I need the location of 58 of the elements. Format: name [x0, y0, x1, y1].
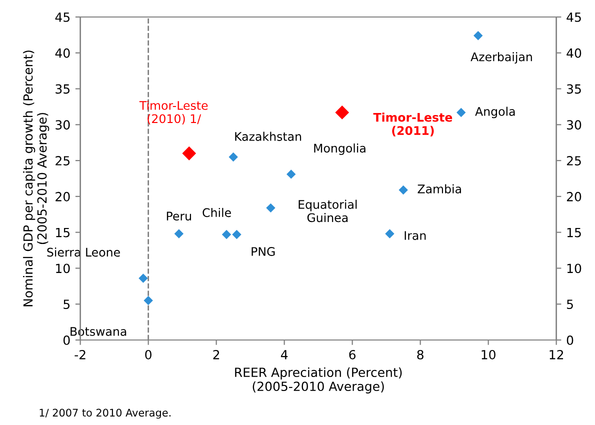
y-tick-label: 25: [56, 156, 70, 166]
annotation: Angola: [475, 106, 515, 118]
point: [144, 296, 153, 306]
y2-tick-label: 35: [567, 84, 581, 94]
annotation: Equatorial Guinea: [298, 200, 357, 222]
y2-tick-label: 25: [566, 156, 581, 166]
point: [228, 152, 238, 162]
x-tick-label: 8: [417, 350, 424, 360]
y2-tick-label: 20: [566, 192, 582, 202]
x-tick-label: 4: [280, 350, 288, 360]
y2-tick-label: 45: [566, 12, 581, 22]
annotation: Timor-Leste (2011): [373, 112, 452, 136]
annotation: Mongolia: [314, 143, 366, 155]
point: [335, 106, 350, 120]
y-tick-label: 35: [56, 84, 70, 94]
y-tick-label: 15: [56, 228, 70, 238]
annotation: Chile: [202, 208, 231, 218]
y2-tick-label: 5: [567, 300, 573, 310]
x-tick-label: 6: [349, 350, 356, 360]
annotation: Azerbaijan: [470, 52, 532, 64]
y2-tick-label: 0: [566, 335, 574, 345]
x-tick-label: 12: [550, 350, 564, 360]
point: [456, 108, 466, 118]
point: [182, 146, 196, 160]
point: [232, 230, 242, 240]
point: [138, 274, 148, 283]
y2-tick-label: 15: [567, 228, 581, 238]
x-tick-label: 2: [213, 350, 220, 360]
annotation: Peru: [166, 212, 191, 221]
y-tick-label: 45: [55, 12, 70, 22]
point: [474, 31, 483, 40]
annotation: Zambia: [418, 184, 461, 194]
point: [385, 229, 394, 238]
y2-tick-label: 40: [566, 48, 582, 58]
annotation: Botswana: [70, 327, 126, 336]
y2-tick-label: 10: [567, 264, 582, 274]
point: [398, 185, 408, 195]
point: [174, 229, 184, 238]
y-tick-label: 5: [64, 300, 70, 310]
annotation: Kazakhstan: [235, 132, 302, 141]
annotation: Sierra Leone: [47, 248, 120, 257]
y-tick-label: 30: [56, 120, 70, 130]
x-axis-title: REER Apreciation (Percent) (2005-2010 Average): [235, 367, 402, 394]
point: [286, 170, 296, 179]
annotation: Timor-Leste (2010) 1/: [139, 100, 208, 125]
x-tick-label: 10: [482, 350, 496, 360]
y2-tick-label: 30: [567, 120, 582, 130]
text: 1/ 2007 to 2010 Average.: [40, 408, 170, 419]
point: [266, 203, 276, 213]
point: [222, 230, 232, 240]
annotation: Iran: [404, 231, 426, 240]
y-tick-label: 20: [56, 192, 70, 202]
annotation: PNG: [252, 247, 275, 256]
y-tick-label: 40: [55, 48, 70, 58]
y-tick-label: 0: [63, 335, 70, 345]
x-tick-label: -2: [74, 350, 86, 360]
y-tick-label: 10: [56, 264, 70, 274]
x-tick-label: 0: [145, 350, 152, 360]
